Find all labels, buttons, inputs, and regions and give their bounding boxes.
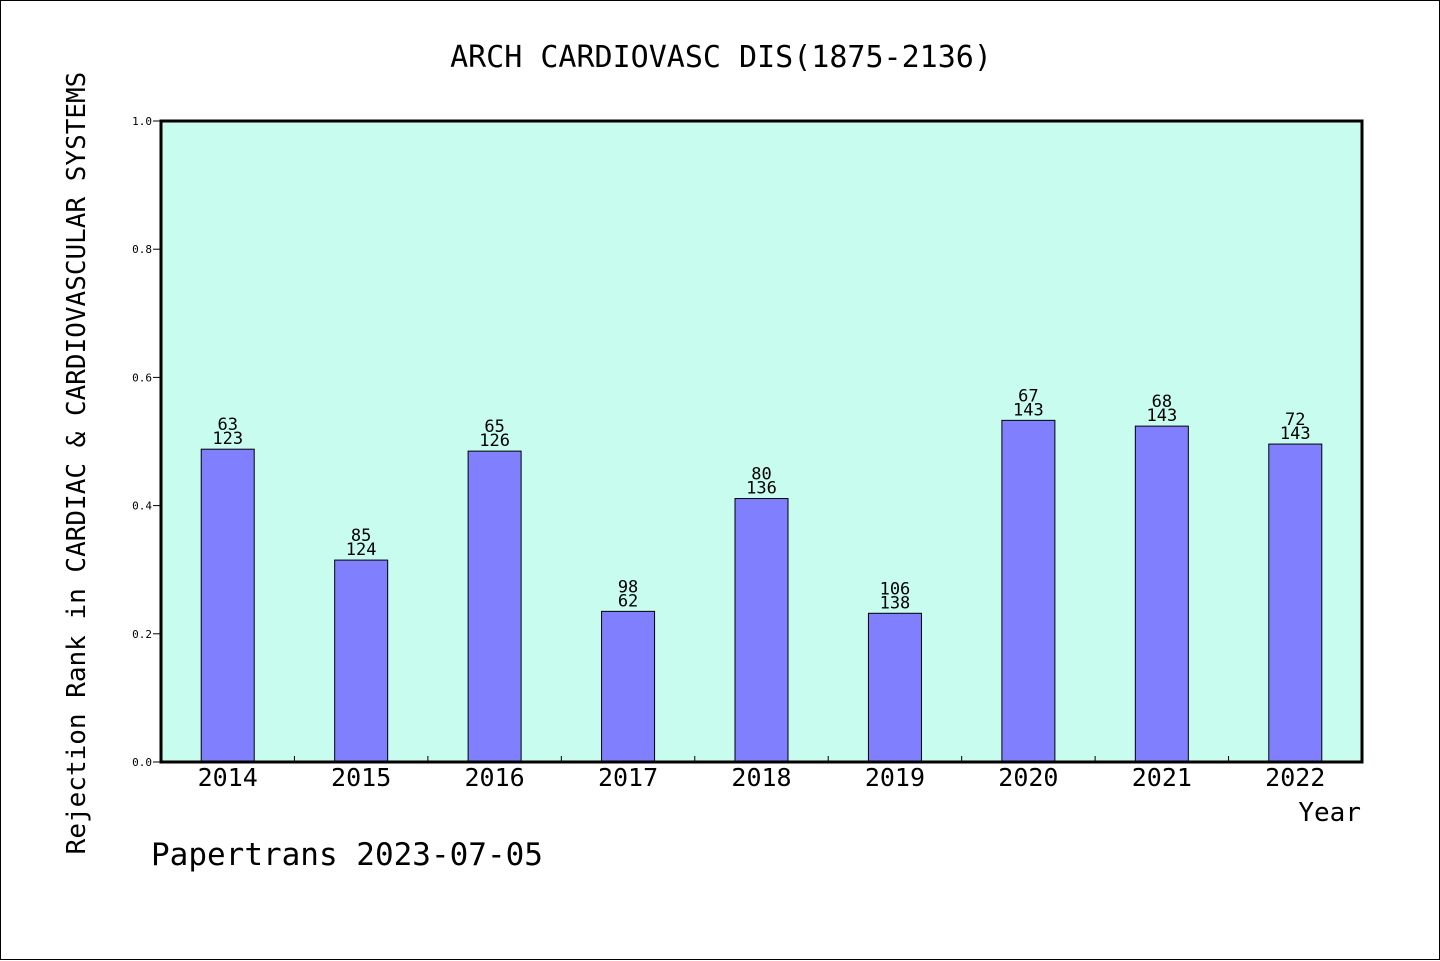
y-tick-label: 0.4 (132, 500, 152, 513)
x-tick-label-2014: 2014 (198, 763, 258, 792)
bar-label-bottom-2020: 143 (1013, 400, 1044, 420)
bar-label-top-2015: 85 (351, 526, 371, 546)
x-tick-label-2020: 2020 (998, 763, 1058, 792)
x-tick-label-2022: 2022 (1265, 763, 1325, 792)
bar-label-bottom-2015: 124 (346, 540, 377, 560)
bar-label-top-2020: 67 (1018, 386, 1038, 406)
bar-2020 (1001, 419, 1056, 763)
bars-layer (200, 419, 1323, 763)
bar-label-top-2017: 98 (618, 577, 638, 597)
x-tick-label-2016: 2016 (465, 763, 525, 792)
bar-label-bottom-2017: 62 (618, 591, 638, 611)
bar-label-top-2021: 68 (1152, 392, 1172, 412)
bar-2022 (1268, 443, 1323, 763)
footer-text: Papertrans 2023-07-05 (151, 837, 543, 873)
bar-label-top-2016: 65 (484, 417, 504, 437)
chart-title: ARCH CARDIOVASC DIS(1875-2136) (450, 40, 992, 75)
bar-2014 (200, 448, 255, 763)
bar-label-bottom-2019: 138 (880, 593, 911, 613)
bar-2019 (867, 612, 922, 763)
x-tick-label-2015: 2015 (331, 763, 391, 792)
y-tick-label: 0.0 (132, 756, 152, 769)
bar-label-bottom-2016: 126 (479, 431, 510, 451)
x-tick-label-2017: 2017 (598, 763, 658, 792)
bar-label-bottom-2018: 136 (746, 479, 777, 499)
x-axis-label: Year (1298, 798, 1361, 828)
y-axis: 0.0 0.2 0.4 0.6 0.8 1.0 (132, 115, 161, 769)
bar-label-bottom-2014: 123 (212, 429, 243, 449)
bar-label-bottom-2022: 143 (1280, 424, 1311, 444)
plot-border (159, 119, 1364, 764)
bar-2021 (1134, 425, 1189, 763)
x-axis: 2014 2015 2016 2017 2018 2019 2020 2021 2022 (198, 756, 1325, 792)
bar-2017 (601, 610, 656, 763)
bar-label-top-2014: 63 (217, 415, 237, 435)
y-axis-label: Rejection Rank in CARDIAC & CARDIOVASCUL… (62, 72, 92, 855)
bar-label-bottom-2021: 143 (1146, 406, 1177, 426)
bar-label-top-2018: 80 (751, 465, 771, 485)
y-tick-label: 0.2 (132, 628, 152, 641)
bar-label-top-2019: 106 (880, 579, 911, 599)
y-tick-label: 1.0 (132, 115, 152, 128)
bar-2016 (467, 450, 522, 763)
y-tick-label: 0.8 (132, 243, 152, 256)
x-tick-label-2019: 2019 (865, 763, 925, 792)
y-tick-label: 0.6 (132, 371, 152, 384)
bar-2015 (334, 559, 389, 763)
x-tick-label-2021: 2021 (1132, 763, 1192, 792)
bar-label-top-2022: 72 (1285, 410, 1305, 430)
x-tick-label-2018: 2018 (731, 763, 791, 792)
bar-2018 (734, 498, 789, 763)
